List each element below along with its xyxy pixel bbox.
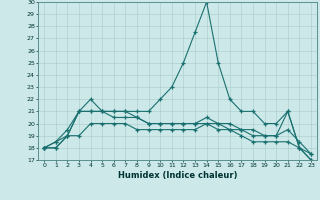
X-axis label: Humidex (Indice chaleur): Humidex (Indice chaleur) xyxy=(118,171,237,180)
